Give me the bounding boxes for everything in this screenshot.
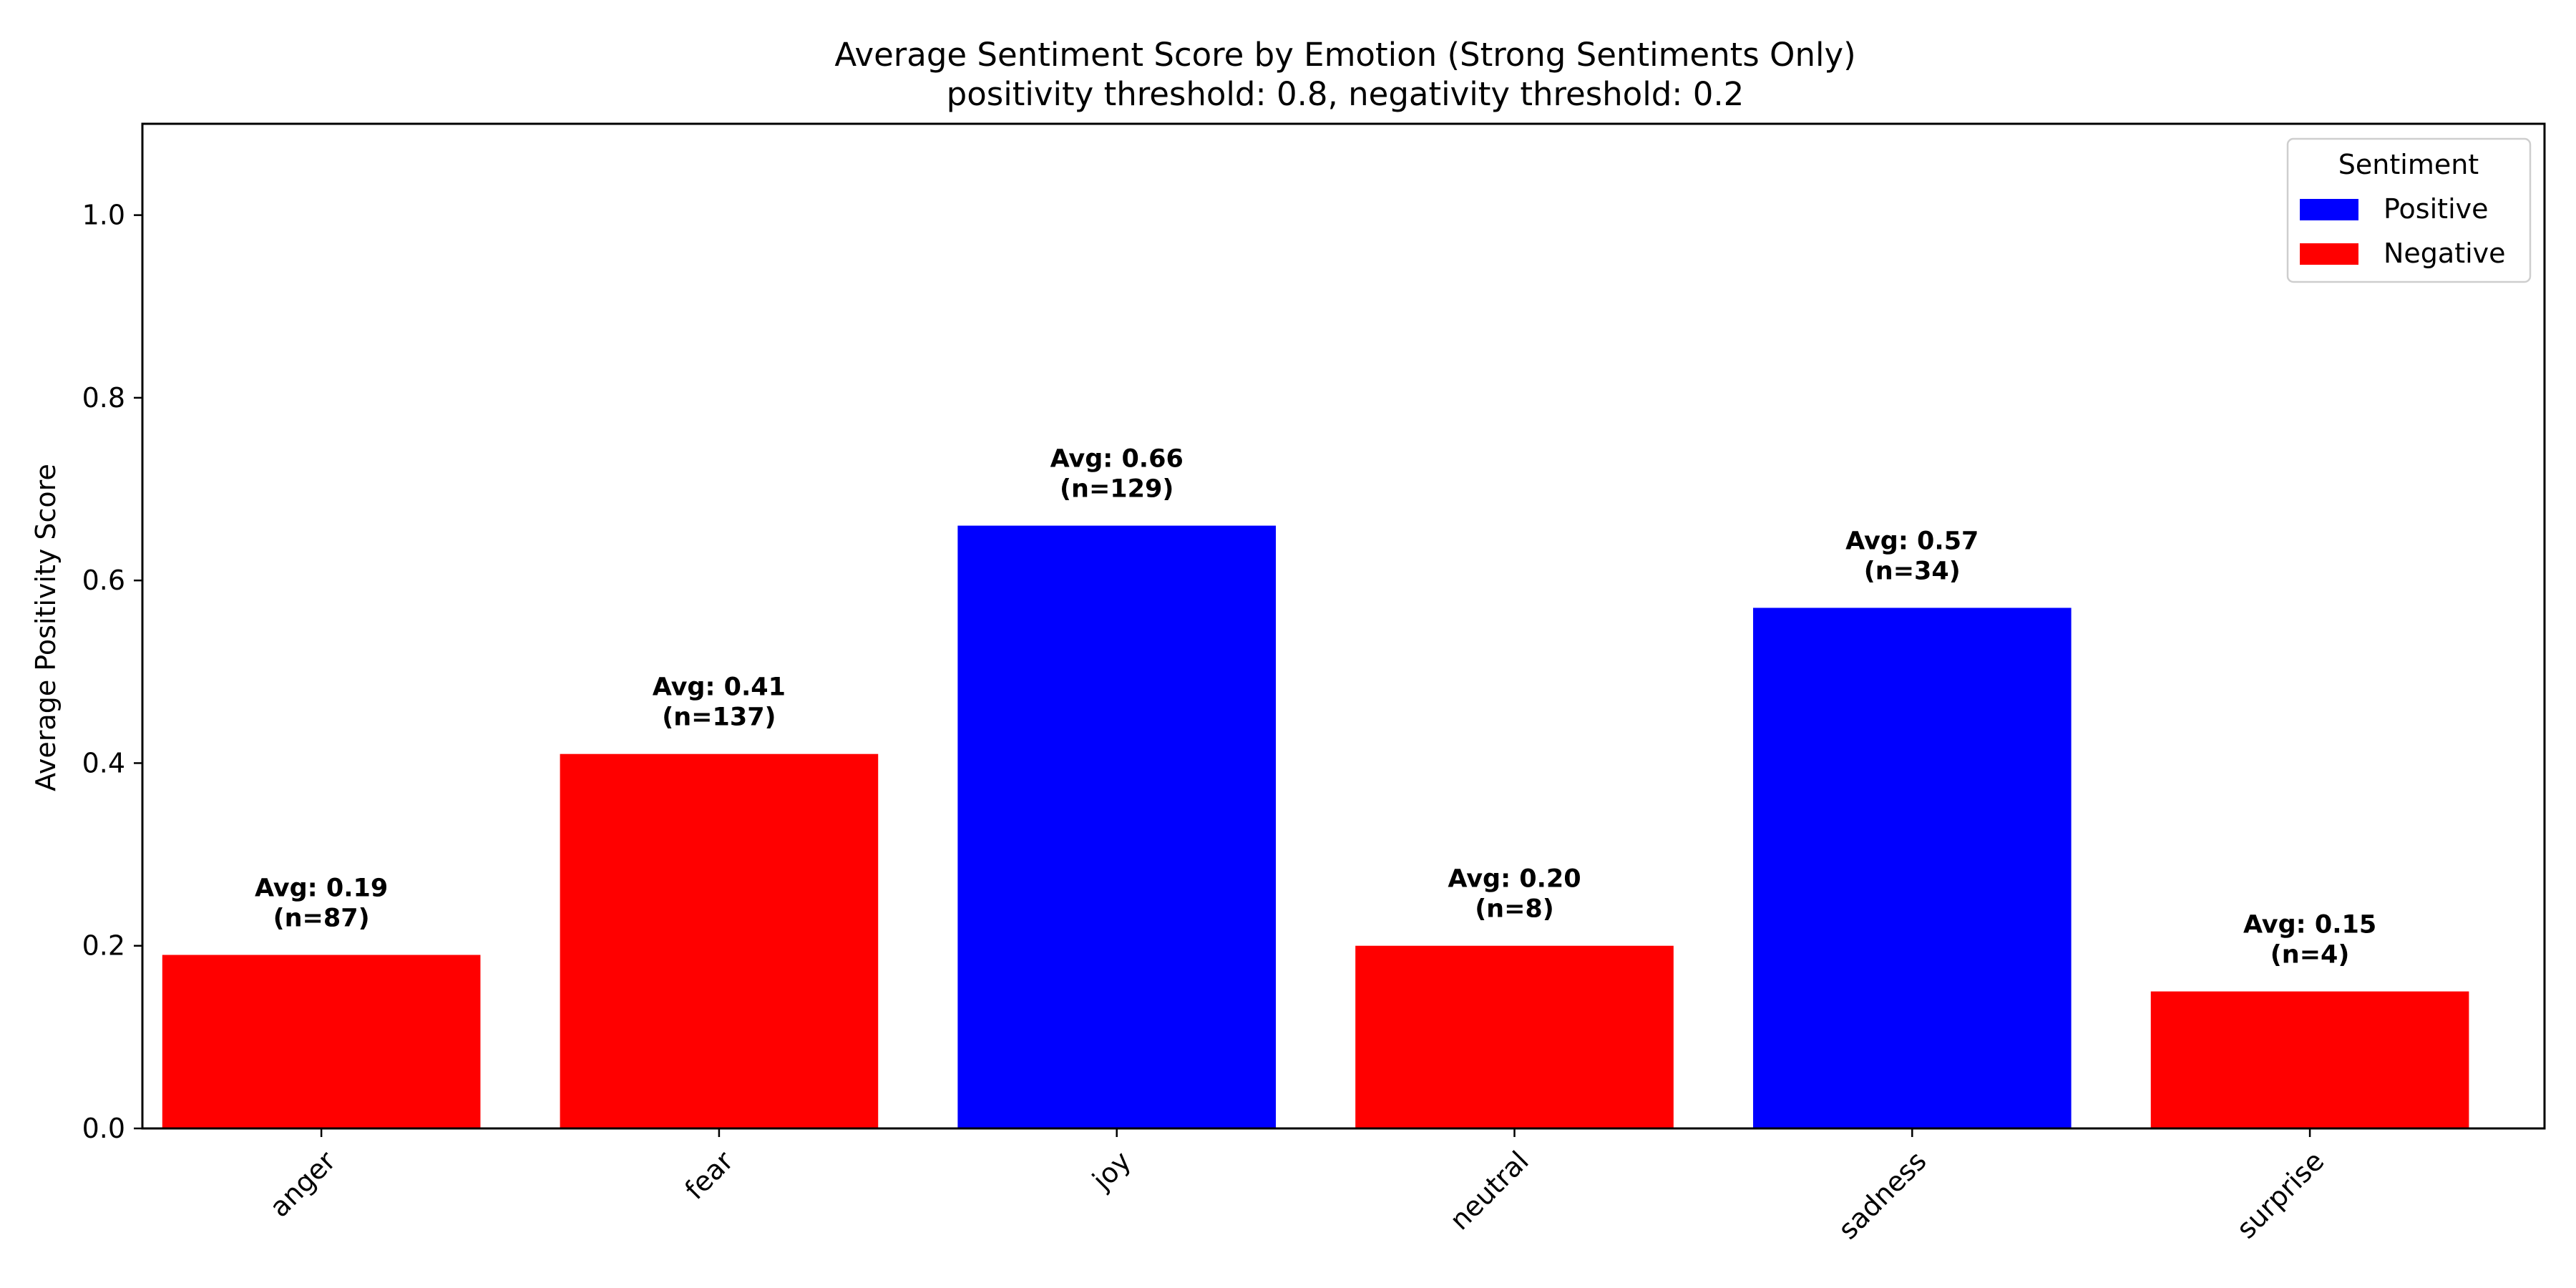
bar-label-count-neutral: (n=8): [1475, 895, 1554, 924]
bar-label-avg-fear: Avg: 0.41: [653, 673, 786, 702]
x-tick-label-anger: anger: [263, 1145, 342, 1224]
bar-label-count-fear: (n=137): [662, 703, 776, 732]
y-tick-label: 0.0: [82, 1113, 125, 1144]
x-tick-label-fear: fear: [679, 1145, 740, 1206]
y-tick-label: 1.0: [82, 200, 125, 231]
chart-subtitle: positivity threshold: 0.8, negativity th…: [947, 75, 1745, 113]
bar-label-count-sadness: (n=34): [1864, 557, 1961, 585]
legend-swatch-positive: [2300, 199, 2358, 220]
bar-anger: [162, 955, 481, 1128]
chart-title: Average Sentiment Score by Emotion (Stro…: [834, 36, 1855, 74]
y-tick-label: 0.6: [82, 565, 125, 596]
bar-labels-group: Avg: 0.19(n=87) Avg: 0.41(n=137) Avg: 0.66…: [255, 445, 2376, 970]
legend: Sentiment Positive Negative: [2286, 137, 2532, 283]
y-axis-label: Average Positivity Score: [30, 464, 62, 791]
plot-frame: [141, 122, 2546, 1130]
y-tick-label: 0.4: [82, 747, 125, 779]
bar-sadness: [1752, 608, 2072, 1128]
legend-swatch-negative: [2300, 243, 2358, 265]
bar-joy: [957, 525, 1277, 1128]
bar-fear: [560, 753, 879, 1128]
bar-label-avg-anger: Avg: 0.19: [255, 874, 388, 902]
bar-surprise: [2150, 991, 2469, 1128]
x-tick-label-joy: joy: [1085, 1145, 1137, 1196]
bar-label-count-surprise: (n=4): [2270, 941, 2350, 970]
bar-label-avg-surprise: Avg: 0.15: [2243, 911, 2376, 940]
y-tick-label: 0.8: [82, 382, 125, 414]
bar-label-avg-neutral: Avg: 0.20: [1448, 865, 1581, 894]
y-axis: 0.0 0.2 0.4 0.6 0.8 1.0: [82, 200, 142, 1144]
bar-label-count-joy: (n=129): [1060, 475, 1174, 504]
legend-label-positive: Positive: [2384, 193, 2489, 225]
x-tick-label-surprise: surprise: [2230, 1145, 2330, 1244]
x-tick-label-neutral: neutral: [1444, 1145, 1535, 1236]
x-axis: anger fear joy neutral sadness surprise: [263, 1128, 2330, 1245]
bar-label-avg-joy: Avg: 0.66: [1050, 445, 1184, 474]
y-tick-label: 0.2: [82, 930, 125, 962]
legend-title: Sentiment: [2338, 149, 2479, 180]
bar-neutral: [1355, 945, 1674, 1128]
x-tick-label-sadness: sadness: [1832, 1145, 1932, 1245]
legend-label-negative: Negative: [2384, 238, 2506, 269]
bars-group: [162, 525, 2469, 1128]
bar-label-count-anger: (n=87): [273, 904, 370, 932]
bar-label-avg-sadness: Avg: 0.57: [1845, 527, 1979, 555]
